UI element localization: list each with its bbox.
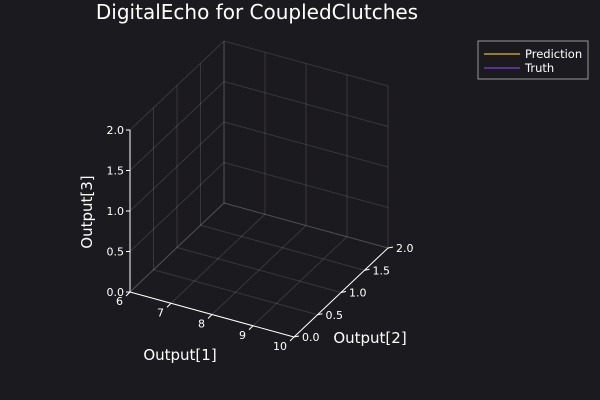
y-tick-mark [293, 335, 300, 338]
y-tick-mark [317, 313, 323, 316]
x-tick-label: 8 [198, 318, 205, 331]
grid-line-side-z [129, 40, 225, 131]
grid-line-back-z [223, 121, 389, 168]
axes [125, 129, 394, 342]
grid-line-floor-y [200, 224, 365, 271]
grid-line-floor-x [170, 213, 266, 304]
x-tick-label: 7 [157, 306, 164, 319]
grid-line-floor-x [252, 236, 348, 327]
z-tick-label: 0.0 [107, 286, 125, 299]
x-tick-mark [207, 314, 213, 319]
chart-title: DigitalEcho for CoupledClutches [96, 0, 418, 24]
y-tick-label: 0.0 [302, 331, 320, 344]
x-tick-mark [289, 336, 295, 342]
y-tick-label: 1.0 [349, 287, 367, 300]
x-axis-label: Output[1] [143, 346, 216, 364]
y-tick-label: 0.5 [326, 309, 344, 322]
grid-line-side-z [129, 162, 225, 252]
grid-line-floor-x [211, 225, 307, 315]
z-tick-label: 0.5 [107, 246, 125, 259]
grid-line-side-z [129, 81, 225, 171]
x-tick-mark [248, 325, 254, 331]
grid-line-floor-y [223, 202, 389, 249]
z-tick-label: 2.0 [107, 124, 125, 137]
z-tick-label: 1.0 [107, 205, 125, 218]
y-tick-mark [340, 291, 347, 293]
x-tick-label: 9 [239, 329, 246, 342]
y-tick-mark [387, 246, 394, 249]
tick-labels: 6 7 8 9 10 0.0 0.5 1.0 1.5 2.0 0.0 0.5 1.0 1.5 2.0 [107, 124, 414, 353]
z-axis-label: Output[3] [78, 175, 96, 248]
grid-line-back-z [223, 40, 389, 87]
grid-line-side-z [129, 121, 225, 212]
x-tick-mark [125, 291, 131, 297]
z-tick-label: 1.5 [107, 165, 125, 178]
y-axis-label: Output[2] [333, 329, 406, 347]
grid-line-back-z [223, 162, 389, 208]
legend-label-prediction: Prediction [525, 47, 582, 61]
legend-label-truth: Truth [524, 61, 554, 75]
legend-box [477, 40, 589, 80]
grid-line-back-z [223, 81, 389, 127]
y-tick-label: 1.5 [373, 264, 391, 277]
grid-line-floor-x [129, 202, 225, 293]
x-tick-label: 6 [116, 295, 123, 308]
grid-line-floor-y [176, 247, 342, 293]
y-tick-label: 2.0 [396, 242, 414, 255]
grid-line-back-z [223, 202, 389, 249]
x-tick-label: 10 [273, 340, 287, 353]
grid-line-side-z [129, 202, 225, 293]
y-tick-mark [364, 268, 370, 271]
grid-line-floor-y [153, 269, 318, 316]
x-tick-mark [166, 302, 172, 308]
legend: Prediction Truth [477, 40, 589, 80]
